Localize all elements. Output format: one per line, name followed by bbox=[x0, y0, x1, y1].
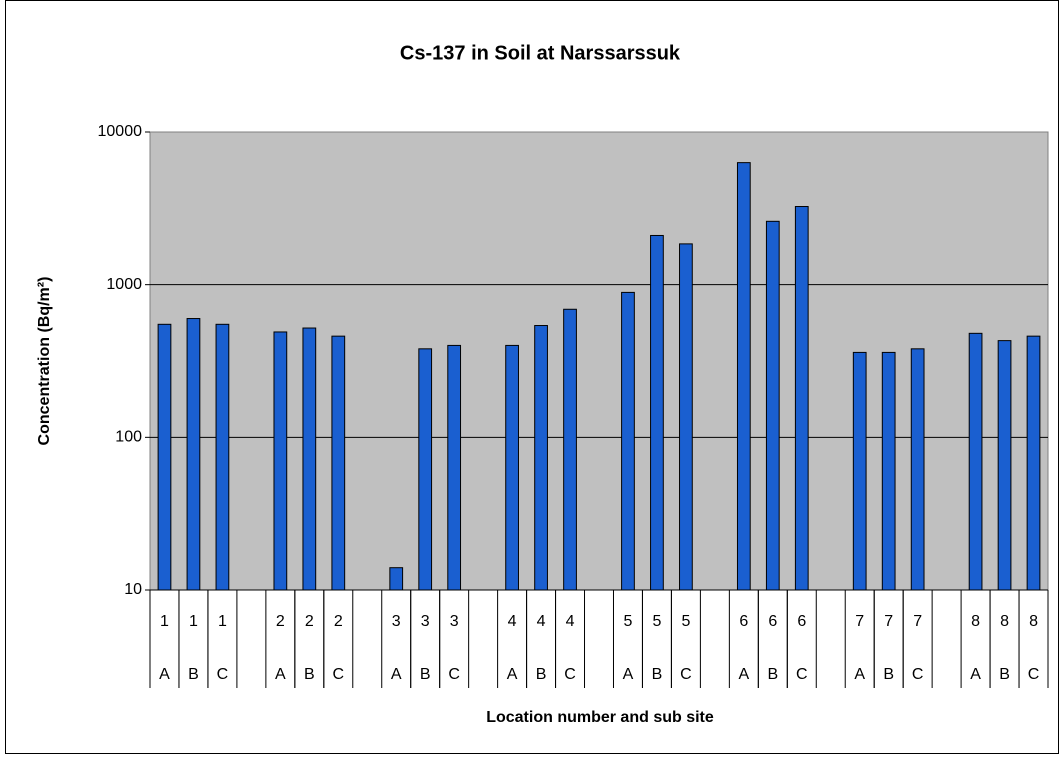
bar bbox=[505, 344, 519, 591]
bar bbox=[447, 344, 462, 591]
bar bbox=[273, 331, 288, 591]
x-tick-label: A bbox=[391, 666, 402, 683]
bar bbox=[910, 348, 925, 591]
x-tick-label: A bbox=[507, 666, 518, 683]
bar bbox=[621, 291, 635, 591]
bar bbox=[563, 308, 577, 591]
bar bbox=[302, 327, 317, 591]
x-tick-label: 1 bbox=[218, 613, 227, 630]
bar bbox=[997, 340, 1012, 591]
x-axis-title: Location number and sub site bbox=[486, 709, 714, 726]
x-tick-label: 4 bbox=[566, 613, 575, 630]
x-tick-label: 7 bbox=[884, 613, 893, 630]
x-tick-label: 2 bbox=[305, 613, 314, 630]
x-tick-label: B bbox=[420, 666, 431, 683]
x-tick-label: 7 bbox=[855, 613, 864, 630]
x-tick-label: 6 bbox=[768, 613, 777, 630]
y-tick-label: 10000 bbox=[98, 123, 143, 140]
x-tick-label: 8 bbox=[971, 613, 980, 630]
x-tick-label: 8 bbox=[1000, 613, 1009, 630]
plot-area bbox=[149, 131, 1049, 591]
x-tick-label: C bbox=[564, 666, 576, 683]
x-tick-label: 1 bbox=[189, 613, 198, 630]
x-tick-label: B bbox=[883, 666, 894, 683]
bar bbox=[765, 220, 780, 591]
x-tick-label: A bbox=[970, 666, 981, 683]
bar bbox=[389, 567, 404, 591]
x-tick-label: C bbox=[217, 666, 229, 683]
y-tick-label: 10 bbox=[124, 581, 142, 598]
x-tick-label: 3 bbox=[450, 613, 459, 630]
x-tick-label: 5 bbox=[624, 613, 633, 630]
x-tick-label: 1 bbox=[160, 613, 169, 630]
bar bbox=[679, 243, 693, 591]
x-tick-label: B bbox=[767, 666, 778, 683]
bar bbox=[650, 234, 664, 591]
bar bbox=[157, 323, 172, 591]
y-axis-title: Concentration (Bq/m²) bbox=[36, 277, 53, 446]
x-tick-label: 8 bbox=[1029, 613, 1038, 630]
chart-title: Cs-137 in Soil at Narssarssuk bbox=[400, 42, 681, 64]
x-tick-label: 4 bbox=[537, 613, 546, 630]
bar bbox=[794, 206, 809, 591]
x-tick-label: 2 bbox=[334, 613, 343, 630]
bar bbox=[215, 323, 230, 591]
x-tick-label: 7 bbox=[913, 613, 922, 630]
x-tick-label: 5 bbox=[652, 613, 661, 630]
bar bbox=[331, 335, 346, 591]
x-tick-label: C bbox=[1028, 666, 1040, 683]
bar bbox=[418, 348, 433, 591]
x-tick-label: C bbox=[448, 666, 460, 683]
x-tick-label: C bbox=[333, 666, 345, 683]
y-tick-label: 1000 bbox=[106, 276, 142, 293]
x-tick-label: A bbox=[854, 666, 865, 683]
x-tick-label: 6 bbox=[797, 613, 806, 630]
x-tick-label: B bbox=[999, 666, 1010, 683]
x-tick-label: A bbox=[275, 666, 286, 683]
bar bbox=[852, 351, 867, 591]
bar bbox=[736, 162, 751, 591]
bar bbox=[186, 318, 201, 591]
x-tick-label: C bbox=[912, 666, 924, 683]
bar bbox=[881, 351, 896, 591]
x-tick-label: B bbox=[188, 666, 199, 683]
x-tick-label: A bbox=[623, 666, 634, 683]
x-tick-label: 6 bbox=[739, 613, 748, 630]
x-tick-label: B bbox=[536, 666, 547, 683]
bar bbox=[1026, 335, 1041, 591]
x-tick-label: 2 bbox=[276, 613, 285, 630]
x-tick-label: B bbox=[652, 666, 663, 683]
x-tick-label: B bbox=[304, 666, 315, 683]
x-tick-label: 5 bbox=[681, 613, 690, 630]
y-tick-label: 100 bbox=[115, 429, 142, 446]
x-tick-label: 3 bbox=[392, 613, 401, 630]
x-tick-label: C bbox=[796, 666, 808, 683]
bar bbox=[968, 332, 983, 591]
x-tick-label: A bbox=[159, 666, 170, 683]
x-tick-label: C bbox=[680, 666, 692, 683]
x-tick-label: 3 bbox=[421, 613, 430, 630]
x-tick-label: 4 bbox=[508, 613, 517, 630]
x-tick-label: A bbox=[739, 666, 750, 683]
bar bbox=[534, 325, 548, 591]
